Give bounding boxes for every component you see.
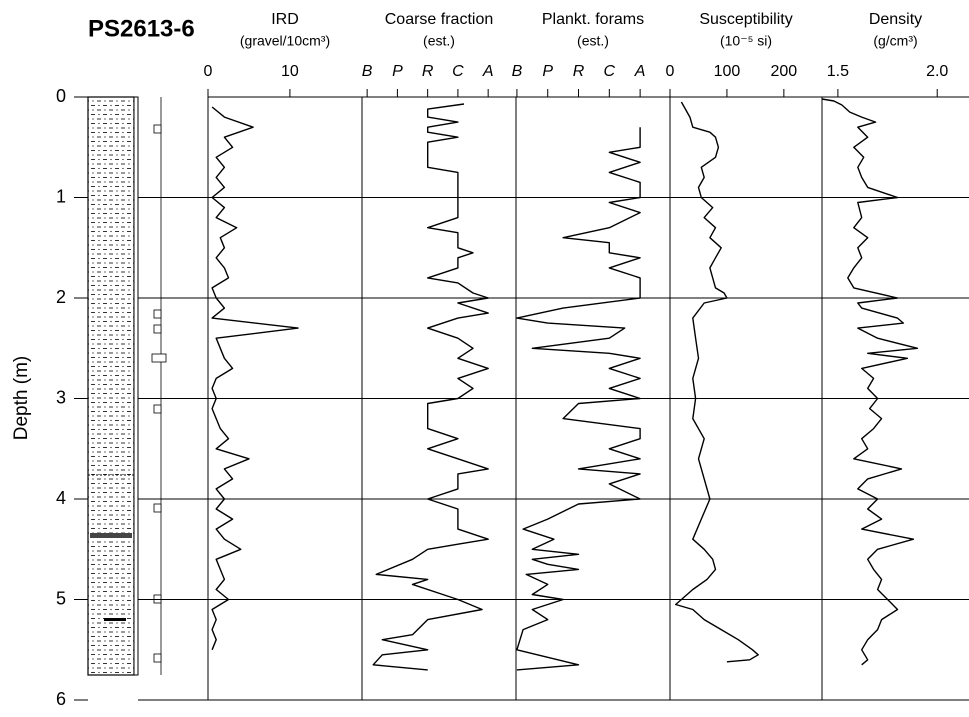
panel-subtitle: (gravel/10cm³) [240, 33, 330, 49]
figure-title: PS2613-6 [88, 15, 195, 42]
x-tick-label: 10 [281, 63, 299, 80]
x-tick-label: C [604, 63, 616, 80]
x-tick-label: B [512, 63, 523, 80]
panel-subtitle: (est.) [577, 33, 609, 49]
x-tick-label: 0 [204, 63, 213, 80]
x-tick-label: A [634, 63, 646, 80]
x-tick-label: 100 [714, 63, 741, 80]
panel-title: Plankt. forams [542, 11, 644, 28]
data-line [675, 101, 759, 663]
panel-subtitle: (g/cm³) [873, 33, 917, 49]
x-tick-label: R [573, 63, 585, 80]
x-tick-label: 0 [666, 63, 675, 80]
x-tick-label: P [392, 63, 403, 80]
panel-title: Susceptibility [699, 11, 792, 28]
y-tick-label: 6 [56, 689, 66, 709]
panel-title: Density [869, 11, 922, 28]
y-tick-label: 5 [56, 588, 66, 608]
y-tick-label: 0 [56, 86, 66, 106]
lithology-column [87, 96, 167, 676]
y-tick-label: 1 [56, 186, 66, 206]
panel-subtitle: (est.) [423, 33, 455, 49]
y-tick-label: 2 [56, 287, 66, 307]
x-tick-label: B [362, 63, 373, 80]
data-line [372, 103, 489, 671]
panel-title: IRD [271, 11, 299, 28]
y-tick-label: 4 [56, 488, 66, 508]
x-tick-label: R [422, 63, 434, 80]
panel-title: Coarse fraction [385, 11, 494, 28]
data-line [516, 127, 641, 671]
x-tick-label: 1.5 [827, 63, 849, 80]
x-tick-label: 2.0 [926, 63, 948, 80]
data-line [211, 106, 299, 651]
x-tick-label: C [452, 63, 464, 80]
y-tick-label: 3 [56, 387, 66, 407]
x-tick-label: P [542, 63, 553, 80]
data-line [821, 98, 919, 666]
y-axis-label: Depth (m) [11, 356, 32, 440]
x-tick-label: A [482, 63, 494, 80]
panel-subtitle: (10⁻⁵ si) [720, 33, 772, 49]
x-tick-label: 200 [771, 63, 798, 80]
